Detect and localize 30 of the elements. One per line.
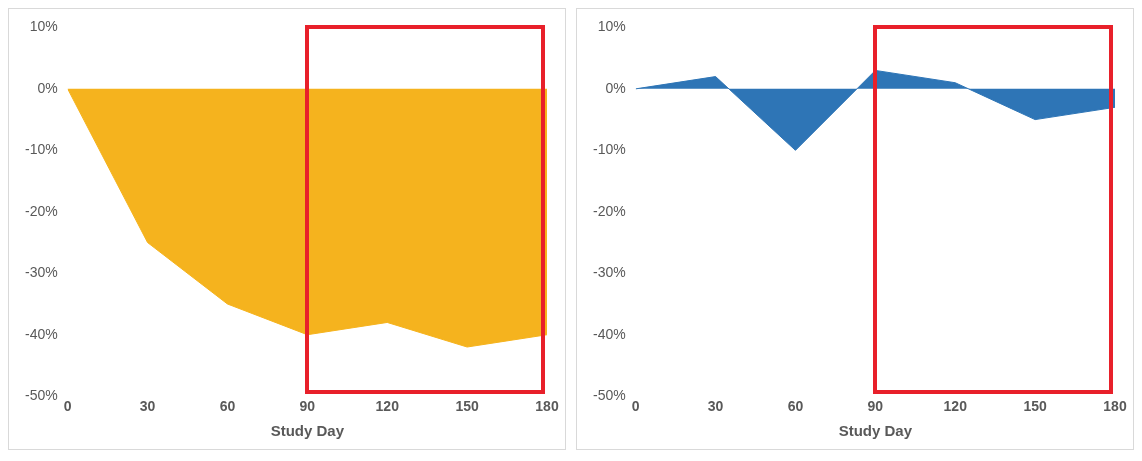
x-tick-label: 150 (1023, 398, 1048, 415)
x-tick-label: 0 (631, 398, 640, 415)
y-tick-label: -40% (593, 325, 626, 342)
x-tick-label: 60 (219, 398, 236, 415)
x-tick-label: 120 (375, 398, 400, 415)
x-tick-label: 30 (707, 398, 724, 415)
y-tick-label: 0% (37, 79, 58, 96)
y-tick-label: -30% (25, 264, 58, 281)
x-tick-label: 60 (787, 398, 804, 415)
x-axis-title: Study Day (270, 422, 345, 440)
x-axis-title: Study Day (838, 422, 913, 440)
y-tick-label: -50% (25, 387, 58, 404)
x-tick-label: 90 (299, 398, 316, 415)
x-tick-label: 30 (139, 398, 156, 415)
y-tick-label: -20% (25, 202, 58, 219)
x-tick-label: 90 (867, 398, 884, 415)
y-tick-label: -40% (25, 325, 58, 342)
y-tick-label: 10% (29, 18, 58, 35)
y-tick-label: -10% (593, 141, 626, 158)
x-tick-label: 150 (455, 398, 480, 415)
y-tick-label: -20% (593, 202, 626, 219)
y-tick-label: -30% (593, 264, 626, 281)
y-tick-label: -50% (593, 387, 626, 404)
y-tick-label: 10% (597, 18, 626, 35)
x-tick-label: 0 (63, 398, 72, 415)
x-tick-label: 180 (1103, 398, 1127, 415)
x-tick-label: 120 (943, 398, 968, 415)
x-tick-label: 180 (535, 398, 559, 415)
y-tick-label: 0% (605, 79, 626, 96)
y-tick-label: -10% (25, 141, 58, 158)
